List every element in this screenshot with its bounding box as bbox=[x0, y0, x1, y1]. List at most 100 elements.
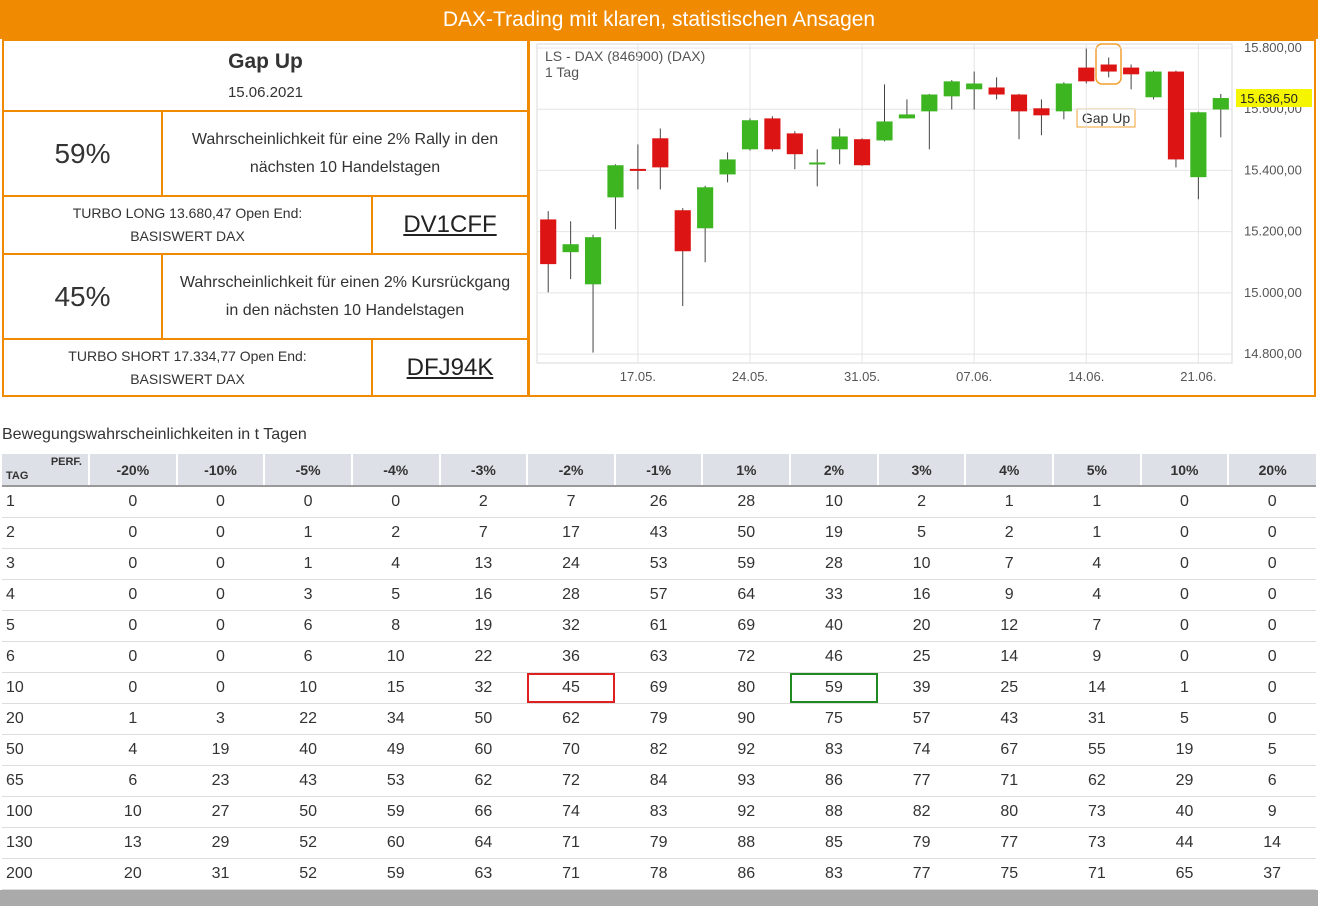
table-cell: 70 bbox=[527, 734, 615, 766]
product-link[interactable]: DFJ94K bbox=[406, 353, 494, 381]
row-header: 10 bbox=[2, 672, 89, 704]
annotation: Gap Up bbox=[1082, 110, 1130, 126]
table-cell: 74 bbox=[877, 734, 966, 766]
probability-cell: 59% bbox=[4, 112, 163, 197]
table-cell: 5 bbox=[1140, 703, 1229, 735]
table-cell: 72 bbox=[702, 641, 791, 673]
table-cell: 10 bbox=[89, 796, 177, 828]
table-cell: 2 bbox=[439, 486, 528, 518]
candle-body bbox=[1167, 71, 1185, 160]
candle-body bbox=[674, 210, 691, 252]
table-cell: 83 bbox=[790, 858, 878, 890]
row-header: 3 bbox=[2, 548, 89, 580]
candle-body bbox=[1212, 98, 1229, 110]
table-cell: 36 bbox=[527, 641, 615, 673]
candle-body bbox=[540, 219, 557, 265]
table-cell: 44 bbox=[1140, 827, 1229, 859]
table-cell: 59 bbox=[702, 548, 791, 580]
table-cell: 0 bbox=[1140, 579, 1229, 611]
candle-body bbox=[629, 168, 646, 171]
table-cell: 84 bbox=[614, 765, 703, 797]
table-cell: 93 bbox=[702, 765, 791, 797]
x-tick-label: 07.06. bbox=[956, 369, 992, 384]
candle-body bbox=[786, 133, 803, 155]
candle-body bbox=[809, 162, 826, 165]
table-cell: 0 bbox=[1228, 641, 1316, 673]
table-cell: 19 bbox=[176, 734, 265, 766]
table-cell: 71 bbox=[1053, 858, 1141, 890]
table-cell: 17 bbox=[527, 517, 615, 549]
table-cell: 9 bbox=[1228, 796, 1316, 828]
table-cell: 7 bbox=[1053, 610, 1141, 642]
table-cell: 31 bbox=[1053, 703, 1141, 735]
description-cell: Wahrscheinlichkeit für einen 2% Kursrück… bbox=[163, 255, 527, 340]
table-cell: 34 bbox=[351, 703, 440, 735]
x-tick-label: 31.05. bbox=[844, 369, 880, 384]
table-cell: 62 bbox=[439, 765, 528, 797]
column-header: -10% bbox=[175, 454, 265, 487]
table-cell: 73 bbox=[1053, 796, 1141, 828]
x-tick-label: 14.06. bbox=[1068, 369, 1104, 384]
table-body: 1 0 0 0 0 2 7 26 28 10 2 1 1 0 0 2 0 0 1 2 7 17 43 50 19 5 2 1 0 0 3 0 0… bbox=[2, 486, 1316, 890]
table-cell: 14 bbox=[1053, 672, 1141, 704]
description-cell: Wahrscheinlichkeit für eine 2% Rally in … bbox=[163, 112, 527, 197]
table-cell: 7 bbox=[439, 517, 528, 549]
table-cell: 28 bbox=[702, 486, 791, 518]
table-cell: 64 bbox=[439, 827, 528, 859]
y-tick-label: 15.000,00 bbox=[1244, 285, 1302, 300]
candle-body bbox=[831, 136, 848, 150]
table-cell: 12 bbox=[965, 610, 1054, 642]
table-cell: 63 bbox=[439, 858, 528, 890]
table-cell: 0 bbox=[1140, 610, 1229, 642]
candle-body bbox=[966, 83, 983, 90]
product-link[interactable]: DV1CFF bbox=[403, 211, 497, 238]
table-cell: 2 bbox=[965, 517, 1054, 549]
table-cell: 1 bbox=[264, 517, 352, 549]
table-cell: 86 bbox=[702, 858, 791, 890]
table-cell: 79 bbox=[614, 827, 703, 859]
table-cell: 0 bbox=[89, 548, 177, 580]
table-cell: 33 bbox=[790, 579, 878, 611]
table-cell: 1 bbox=[1140, 672, 1229, 704]
chart: LS - DAX (846900) (DAX) 1 Tag Gap Up 14.… bbox=[536, 41, 1312, 384]
candle-body bbox=[1078, 67, 1095, 82]
table-cell: 9 bbox=[1053, 641, 1141, 673]
table-row: 3 0 0 1 4 13 24 53 59 28 10 7 4 0 0 bbox=[2, 548, 1316, 580]
table-cell: 16 bbox=[877, 579, 966, 611]
description-line: Wahrscheinlichkeit für einen 2% Kursrück… bbox=[179, 273, 511, 291]
table-cell: 77 bbox=[965, 827, 1054, 859]
table-cell: 82 bbox=[614, 734, 703, 766]
table-cell: 52 bbox=[264, 827, 352, 859]
y-tick-label: 15.800,00 bbox=[1244, 41, 1302, 55]
table-cell: 1 bbox=[965, 486, 1054, 518]
header-row: PERF. TAG -20% -10% -5% -4% -3% -2% -1% 1% 2% 3% 4… bbox=[2, 454, 1316, 487]
table-cell: 19 bbox=[1140, 734, 1229, 766]
table-row: 1 0 0 0 0 2 7 26 28 10 2 1 1 0 0 bbox=[2, 486, 1316, 518]
column-header: -3% bbox=[438, 454, 528, 487]
table-cell: 29 bbox=[176, 827, 265, 859]
chart-box: LS - DAX (846900) (DAX) 1 Tag Gap Up 14.… bbox=[528, 39, 1316, 397]
table-cell: 40 bbox=[1140, 796, 1229, 828]
table-cell: 0 bbox=[1228, 517, 1316, 549]
table-cell: 29 bbox=[1140, 765, 1229, 797]
table-cell: 74 bbox=[527, 796, 615, 828]
candle-body bbox=[607, 165, 624, 198]
table-cell: 16 bbox=[439, 579, 528, 611]
description-line: in den nächsten 10 Handelstagen bbox=[225, 301, 465, 319]
bottom-bar bbox=[0, 890, 1318, 906]
row-header: 20 bbox=[2, 703, 89, 735]
table-cell: 40 bbox=[790, 610, 878, 642]
gap-highlight bbox=[1095, 43, 1122, 85]
table-cell: 0 bbox=[89, 672, 177, 704]
table-row: 50 4 19 40 49 60 70 82 92 83 74 67 55 19 5 bbox=[2, 734, 1316, 766]
table-cell: 3 bbox=[176, 703, 265, 735]
table-cell: 60 bbox=[351, 827, 440, 859]
table-cell: 88 bbox=[702, 827, 791, 859]
table-cell: 0 bbox=[89, 579, 177, 611]
y-tick-label: 15.200,00 bbox=[1244, 224, 1302, 239]
table-caption: Bewegungswahrscheinlichkeiten in t Tagen bbox=[2, 426, 307, 443]
table-cell: 7 bbox=[527, 486, 615, 518]
table-cell: 75 bbox=[965, 858, 1054, 890]
last-price-label: 15.636,50 bbox=[1240, 91, 1298, 106]
table-cell: 79 bbox=[614, 703, 703, 735]
